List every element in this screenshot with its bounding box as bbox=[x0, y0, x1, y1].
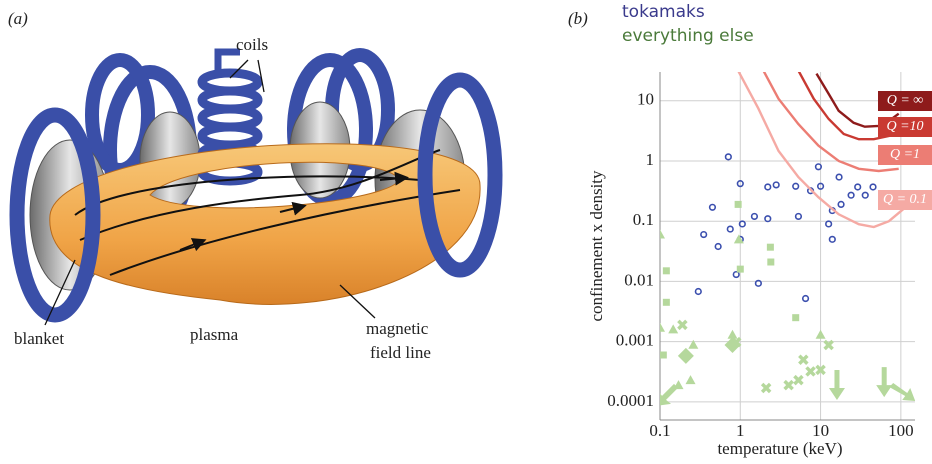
plot-area bbox=[655, 71, 915, 406]
data-point bbox=[796, 214, 802, 220]
data-point bbox=[752, 214, 758, 220]
data-point bbox=[829, 370, 845, 400]
x-tick-label: 1 bbox=[736, 421, 745, 440]
y-tick-label: 0.01 bbox=[624, 270, 654, 289]
data-point bbox=[792, 314, 799, 321]
data-point bbox=[855, 184, 861, 190]
y-tick-label: 0.1 bbox=[633, 210, 654, 229]
data-point bbox=[830, 237, 836, 243]
data-point bbox=[727, 226, 733, 232]
x-tick-label: 0.1 bbox=[649, 421, 670, 440]
data-point bbox=[799, 356, 807, 364]
data-point bbox=[678, 348, 694, 364]
data-point bbox=[737, 266, 744, 273]
data-point bbox=[663, 299, 670, 306]
data-point bbox=[663, 267, 670, 274]
data-point bbox=[696, 289, 702, 295]
legend-entry: Q = 0.1 bbox=[883, 192, 927, 207]
legend-entry: everything else bbox=[622, 26, 754, 46]
y-tick-label: 0.0001 bbox=[607, 391, 654, 410]
data-point bbox=[660, 352, 667, 359]
data-point bbox=[785, 381, 793, 389]
x-axis-label: temperature (keV) bbox=[717, 439, 842, 458]
panel-label: (b) bbox=[568, 9, 588, 28]
x-tick-label: 10 bbox=[812, 421, 829, 440]
data-point bbox=[773, 182, 779, 188]
data-point bbox=[862, 192, 868, 198]
data-point bbox=[762, 384, 770, 392]
data-point bbox=[870, 184, 876, 190]
data-point bbox=[807, 367, 815, 375]
data-point bbox=[701, 232, 707, 238]
data-point bbox=[765, 216, 771, 222]
data-point bbox=[889, 383, 915, 401]
data-point bbox=[876, 367, 892, 397]
data-point bbox=[710, 205, 716, 211]
data-point bbox=[816, 330, 826, 339]
legend-entry: Q =10 bbox=[886, 119, 923, 134]
legend-entry: Q = ∞ bbox=[887, 93, 924, 108]
legend-entry: Q =1 bbox=[890, 147, 920, 162]
tokamak-illustration: (a) bbox=[8, 9, 495, 362]
data-point bbox=[767, 244, 774, 251]
label: coils bbox=[236, 35, 268, 54]
y-tick-label: 1 bbox=[646, 150, 655, 169]
label: field line bbox=[370, 343, 431, 362]
data-point bbox=[688, 340, 698, 349]
data-point bbox=[765, 184, 771, 190]
data-point bbox=[655, 230, 665, 239]
data-point bbox=[825, 341, 833, 349]
y-tick-label: 10 bbox=[637, 90, 654, 109]
figure: (a) bbox=[0, 0, 932, 464]
y-tick-label: 0.001 bbox=[616, 331, 654, 350]
legend-entry: tokamaks bbox=[622, 2, 705, 22]
data-point bbox=[838, 202, 844, 208]
data-point bbox=[735, 201, 742, 208]
data-point bbox=[686, 375, 696, 384]
y-axis-label: confinement x density bbox=[587, 170, 606, 322]
data-point bbox=[767, 259, 774, 266]
data-point bbox=[836, 174, 842, 180]
data-point bbox=[793, 183, 799, 189]
data-point bbox=[656, 384, 678, 406]
data-point bbox=[678, 321, 686, 329]
label: magnetic bbox=[366, 319, 429, 338]
data-point bbox=[668, 324, 678, 333]
data-point bbox=[715, 244, 721, 250]
x-tick-label: 100 bbox=[888, 421, 914, 440]
data-point bbox=[848, 192, 854, 198]
label: plasma bbox=[190, 325, 239, 344]
label: blanket bbox=[14, 329, 64, 348]
panel-label: (a) bbox=[8, 9, 28, 28]
data-point bbox=[655, 323, 665, 332]
data-point bbox=[803, 296, 809, 302]
data-point bbox=[726, 154, 732, 160]
data-point bbox=[826, 221, 832, 227]
data-point bbox=[794, 376, 802, 384]
